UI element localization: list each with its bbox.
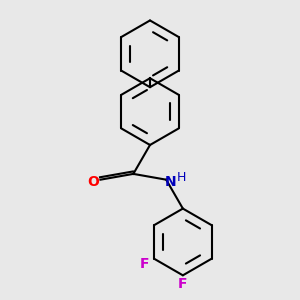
Text: H: H [177,171,187,184]
Text: F: F [140,256,149,271]
Text: N: N [164,175,176,189]
Text: F: F [178,277,188,291]
Text: O: O [88,175,100,189]
